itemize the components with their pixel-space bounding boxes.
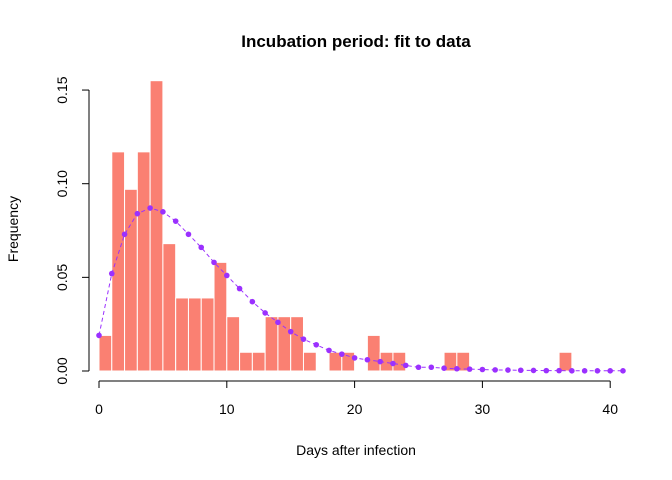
x-tick-label: 30 xyxy=(475,401,491,417)
histogram-bar xyxy=(302,351,317,372)
fit-point xyxy=(569,368,575,374)
fit-point xyxy=(620,368,626,374)
fit-point xyxy=(517,367,524,374)
histogram-bar xyxy=(98,334,113,372)
fit-point xyxy=(339,351,345,357)
histogram-bar xyxy=(226,316,241,372)
fit-point xyxy=(428,364,435,371)
y-axis: 0.00 0.05 0.10 0.15 xyxy=(54,76,90,385)
histogram-bar xyxy=(456,351,471,372)
fit-point xyxy=(581,368,588,374)
histogram-bar xyxy=(277,316,292,372)
x-axis-label: Days after infection xyxy=(296,442,416,458)
fit-point xyxy=(287,328,294,335)
fit-series xyxy=(96,205,626,374)
fit-point xyxy=(172,218,179,224)
fit-point xyxy=(275,319,281,326)
y-tick-label: 0.00 xyxy=(54,357,70,384)
x-tick-label: 20 xyxy=(347,401,363,417)
fit-point xyxy=(121,231,128,238)
histogram-bar xyxy=(213,261,228,372)
histogram-bar xyxy=(251,351,266,372)
histogram-bar xyxy=(200,297,215,372)
histogram-bar xyxy=(136,151,151,372)
fit-point xyxy=(198,244,205,251)
histogram-bar xyxy=(366,334,381,372)
fit-point xyxy=(505,367,511,373)
histogram-bar xyxy=(124,188,138,372)
fit-point xyxy=(351,355,358,361)
fit-point xyxy=(147,205,153,211)
fit-point xyxy=(454,365,460,372)
fit-point xyxy=(185,231,192,238)
histogram-bar xyxy=(187,297,202,372)
fit-point xyxy=(313,341,320,348)
x-tick-label: 10 xyxy=(219,401,235,417)
fit-point xyxy=(441,365,447,371)
fit-point xyxy=(108,270,115,277)
x-axis: 0 10 20 30 40 xyxy=(95,380,618,417)
y-tick-label: 0.05 xyxy=(54,264,70,291)
fit-point xyxy=(377,358,383,365)
histogram-bar xyxy=(149,80,164,372)
fit-point xyxy=(249,298,256,305)
histogram-bar xyxy=(162,243,177,372)
histogram-bar xyxy=(558,351,573,372)
y-axis-label: Frequency xyxy=(5,196,21,262)
histogram-bar xyxy=(175,297,189,372)
fit-point xyxy=(543,367,550,374)
fit-point xyxy=(556,367,562,374)
histogram-bar xyxy=(111,151,126,372)
fit-point xyxy=(364,356,371,363)
x-tick-label: 0 xyxy=(95,401,103,417)
fit-point xyxy=(607,368,613,374)
fit-point xyxy=(224,272,230,279)
fit-point xyxy=(492,367,498,373)
fit-point xyxy=(134,210,141,217)
chart-title: Incubation period: fit to data xyxy=(241,32,471,51)
fit-point xyxy=(326,347,332,354)
histogram-bar xyxy=(264,316,279,372)
fit-point xyxy=(236,285,243,292)
fit-point xyxy=(530,367,537,374)
histogram-bars xyxy=(98,80,573,372)
fit-point xyxy=(402,362,409,369)
fit-point xyxy=(160,208,166,215)
x-tick-label: 40 xyxy=(602,401,618,417)
histogram-bar xyxy=(341,351,356,372)
fit-point xyxy=(262,310,268,316)
y-tick-label: 0.10 xyxy=(54,170,70,197)
y-tick-label: 0.15 xyxy=(54,76,70,103)
fit-point xyxy=(300,336,307,342)
fit-point xyxy=(479,366,486,373)
fit-point xyxy=(96,332,102,339)
fit-point xyxy=(211,259,217,266)
histogram-bar xyxy=(290,316,304,372)
histogram-bar xyxy=(239,351,253,372)
fit-point xyxy=(415,364,422,371)
fit-point xyxy=(390,360,396,367)
fit-point xyxy=(466,366,473,372)
fit-point xyxy=(594,368,601,374)
